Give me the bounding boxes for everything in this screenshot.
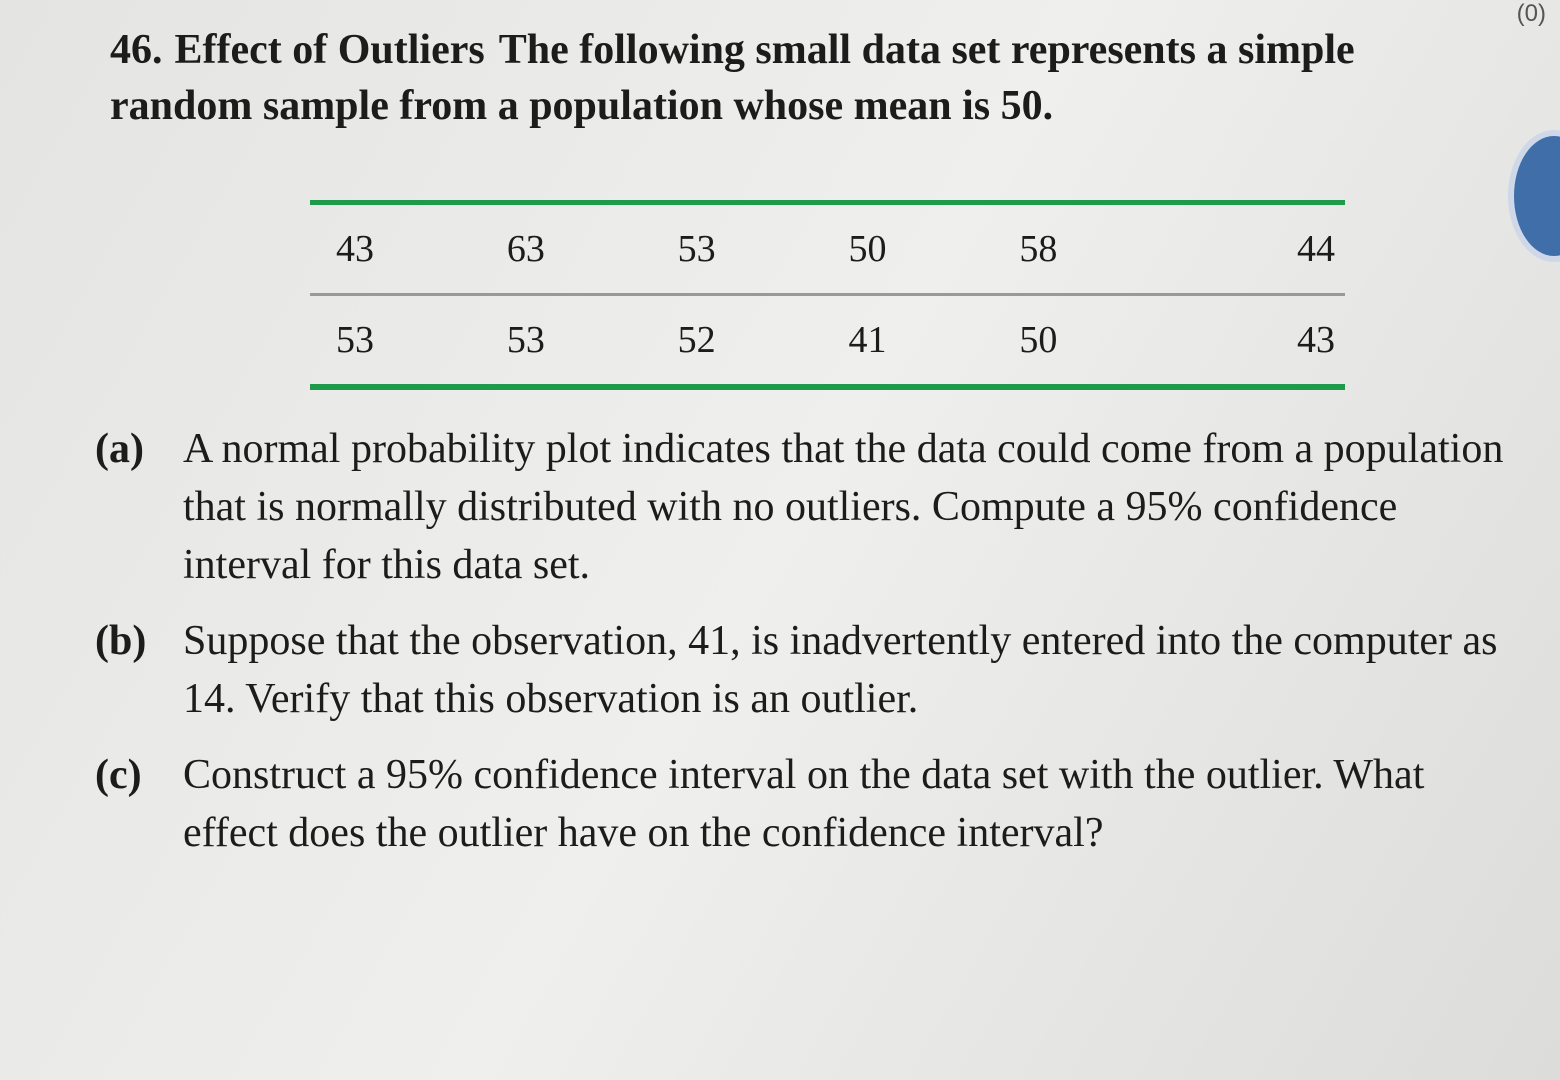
data-table: 43 63 53 50 58 44 53 53 52 41 50 43 (310, 200, 1345, 390)
table-cell: 43 (336, 228, 374, 270)
part-label: (a) (95, 426, 144, 472)
table-cell: 52 (677, 319, 716, 361)
table-cell: 43 (1296, 319, 1335, 361)
part-label: (c) (95, 752, 142, 798)
question-part: (a) A normal probability plot indicates t… (95, 420, 1525, 594)
table-row: 53 53 52 41 50 43 (310, 293, 1345, 384)
problem-text: The following small data set represents … (110, 27, 1355, 129)
question-part: (b) Suppose that the observation, 41, is … (95, 612, 1525, 728)
part-text: Construct a 95% confidence interval on t… (183, 752, 1425, 856)
table-cell: 53 (677, 228, 716, 270)
table-cell: 63 (506, 228, 545, 270)
table-cell: 44 (1296, 228, 1335, 270)
problem-header: 46. Effect of Outliers The following small… (110, 22, 1500, 134)
table-row: 43 63 53 50 58 44 (310, 205, 1345, 293)
table-cell: 53 (336, 319, 374, 361)
problem-title: Effect of Outliers (174, 27, 485, 73)
part-text: Suppose that the observation, 41, is ina… (183, 618, 1498, 722)
badge: (0) (1516, 0, 1546, 27)
part-text: A normal probability plot indicates that… (183, 426, 1504, 588)
question-part: (c) Construct a 95% confidence interval o… (95, 746, 1525, 862)
part-label: (b) (95, 618, 147, 664)
table-cell: 58 (1019, 228, 1058, 270)
parts: (a) A normal probability plot indicates t… (95, 420, 1525, 880)
table-cell: 41 (848, 319, 887, 361)
table-cell: 50 (1019, 319, 1058, 361)
table-cell: 53 (506, 319, 545, 361)
problem-number: 46. (110, 27, 163, 73)
table-cell: 50 (848, 228, 887, 270)
side-button[interactable] (1508, 130, 1560, 262)
